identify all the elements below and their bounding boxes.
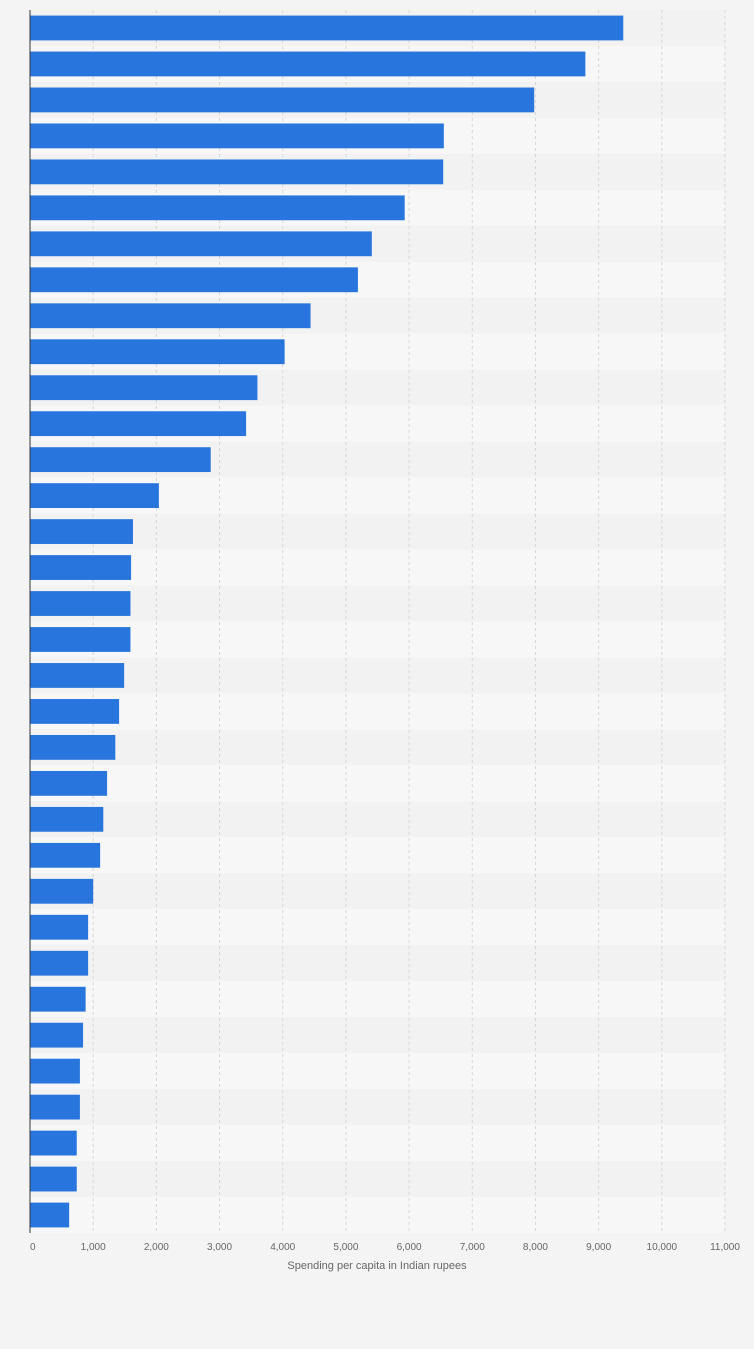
bar[interactable] [30,447,211,473]
bar[interactable] [30,519,133,544]
bar[interactable] [30,1130,77,1156]
bar[interactable] [30,734,116,760]
bar[interactable] [30,1166,77,1192]
x-tick-label: 10,000 [647,1242,678,1253]
bar[interactable] [30,195,405,221]
x-tick-label: 8,000 [523,1242,548,1253]
bar[interactable] [30,159,444,185]
x-tick-label: 9,000 [586,1242,611,1253]
row-stripe [30,873,725,910]
bar[interactable] [30,914,89,940]
row-stripe [30,1089,725,1126]
bar[interactable] [30,231,372,257]
bar[interactable] [30,375,258,401]
row-stripe [30,1053,725,1090]
bar[interactable] [30,303,311,329]
row-stripe [30,585,725,622]
bar[interactable] [30,770,108,796]
row-stripe [30,693,725,730]
bar[interactable] [30,663,125,688]
row-stripe [30,549,725,586]
bar[interactable] [30,123,444,149]
row-stripe [30,1017,725,1054]
row-stripe [30,945,725,982]
bar[interactable] [30,1202,70,1228]
row-stripe [30,1125,725,1162]
bar[interactable] [30,1058,80,1084]
x-tick-label: 0 [30,1242,36,1253]
bar[interactable] [30,842,101,868]
row-stripe [30,729,725,766]
row-stripe [30,621,725,658]
bar[interactable] [30,950,89,976]
row-stripe [30,1161,725,1198]
row-stripe [30,1197,725,1233]
bar[interactable] [30,555,132,580]
x-tick-label: 6,000 [397,1242,422,1253]
row-stripe [30,981,725,1018]
bar[interactable] [30,15,624,41]
bar[interactable] [30,806,104,832]
x-tick-label: 4,000 [270,1242,295,1253]
row-stripe [30,801,725,838]
bar[interactable] [30,87,535,113]
x-tick-label: 7,000 [460,1242,485,1253]
bar[interactable] [30,986,86,1012]
bar[interactable] [30,483,159,509]
bar[interactable] [30,267,358,293]
row-stripe [30,513,725,550]
bar[interactable] [30,339,285,365]
bar[interactable] [30,627,131,652]
x-tick-label: 2,000 [144,1242,169,1253]
x-tick-label: 3,000 [207,1242,232,1253]
bar[interactable] [30,51,586,77]
bar[interactable] [30,1094,80,1120]
x-axis-ticks: 0 1,000 2,000 3,000 4,000 5,000 6,000 7,000 8,00… [30,1242,740,1253]
x-tick-label: 11,000 [710,1242,740,1253]
row-stripe [30,837,725,874]
x-tick-label: 1,000 [81,1242,106,1253]
row-stripe [30,765,725,802]
row-stripe [30,657,725,694]
bar[interactable] [30,699,120,724]
bars [30,15,624,1228]
bar[interactable] [30,1022,84,1048]
x-tick-label: 5,000 [333,1242,358,1253]
row-stripe [30,909,725,946]
bar[interactable] [30,411,247,437]
bar[interactable] [30,591,131,616]
x-axis-label: Spending per capita in Indian rupees [287,1260,467,1272]
row-stripes [30,10,725,1233]
bar[interactable] [30,878,94,904]
